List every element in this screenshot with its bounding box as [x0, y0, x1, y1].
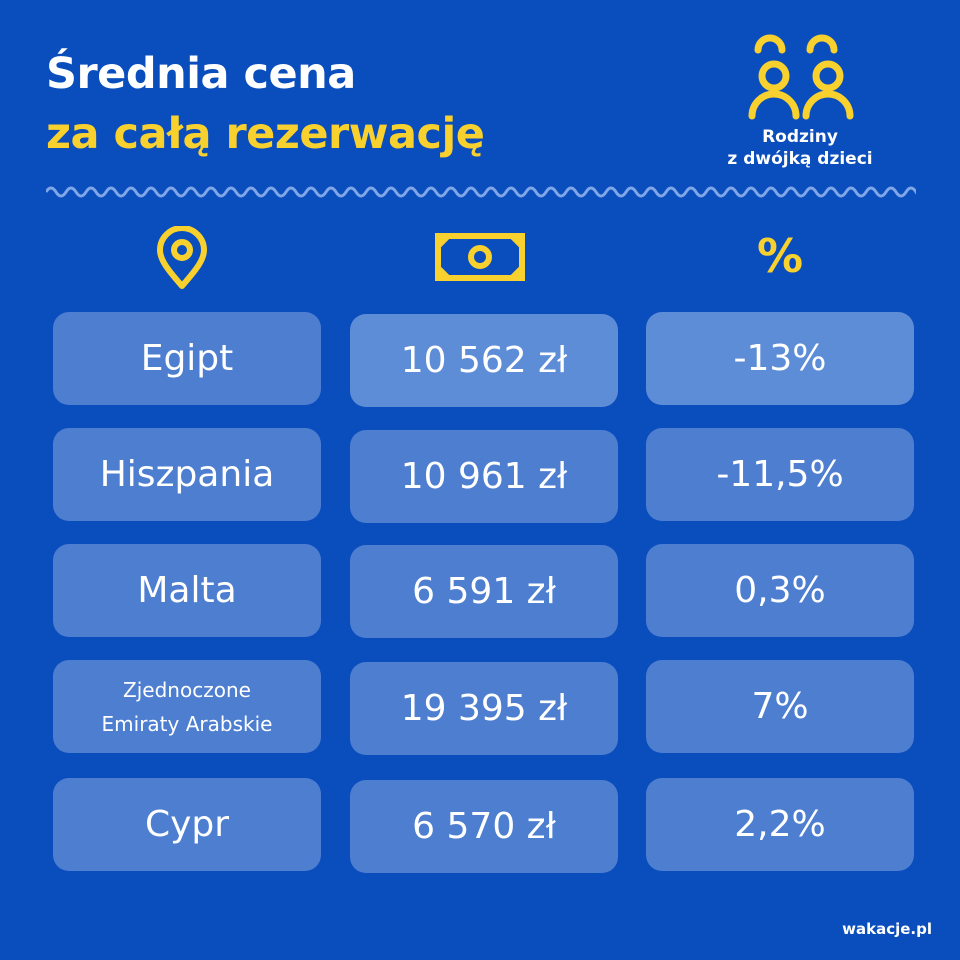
country-label-line1: Zjednoczone	[123, 677, 251, 702]
table-row-country: Cypr	[53, 778, 321, 871]
table-row-price: 19 395 zł	[350, 662, 618, 755]
money-bill-icon	[435, 233, 525, 281]
table-row-change: 2,2%	[646, 778, 914, 871]
wave-divider	[46, 186, 916, 198]
table-row-country: Egipt	[53, 312, 321, 405]
table-row-price: 10 961 zł	[350, 430, 618, 523]
country-label: Hiszpania	[99, 454, 275, 495]
change-value: -13%	[733, 338, 827, 379]
country-label: Egipt	[140, 338, 234, 379]
badge-label-line1: Rodziny	[762, 127, 838, 147]
page-title: Średnia cena za całą rezerwację	[46, 44, 485, 164]
country-label: Cypr	[144, 804, 230, 845]
table-row-price: 6 570 zł	[350, 780, 618, 873]
table-row-country: Zjednoczone Emiraty Arabskie	[53, 660, 321, 753]
price-value: 6 591 zł	[412, 571, 556, 612]
price-value: 10 562 zł	[400, 340, 568, 381]
table-row-country: Hiszpania	[53, 428, 321, 521]
badge-label-line2: z dwójką dzieci	[727, 149, 873, 169]
table-row-price: 10 562 zł	[350, 314, 618, 407]
country-label: Malta	[137, 570, 237, 611]
family-icon	[748, 34, 854, 120]
table-row-change: -13%	[646, 312, 914, 405]
table-row-change: 7%	[646, 660, 914, 753]
price-value: 10 961 zł	[400, 456, 568, 497]
country-label: Zjednoczone Emiraty Arabskie	[102, 673, 273, 741]
price-value: 6 570 zł	[412, 806, 556, 847]
family-badge: Rodziny z dwójką dzieci	[700, 28, 900, 170]
location-pin-icon	[157, 226, 207, 289]
change-value: 2,2%	[734, 804, 826, 845]
table-row-country: Malta	[53, 544, 321, 637]
table-row-change: 0,3%	[646, 544, 914, 637]
table-row-price: 6 591 zł	[350, 545, 618, 638]
title-line2: za całą rezerwację	[46, 109, 485, 159]
change-value: 7%	[751, 686, 809, 727]
change-value: -11,5%	[716, 454, 844, 495]
change-value: 0,3%	[734, 570, 826, 611]
table-row-change: -11,5%	[646, 428, 914, 521]
brand-logo: wakacje.pl	[842, 920, 932, 938]
percent-icon: %	[756, 229, 804, 283]
country-label-line2: Emiraty Arabskie	[101, 711, 273, 736]
price-value: 19 395 zł	[400, 688, 568, 729]
title-line1: Średnia cena	[46, 49, 356, 99]
